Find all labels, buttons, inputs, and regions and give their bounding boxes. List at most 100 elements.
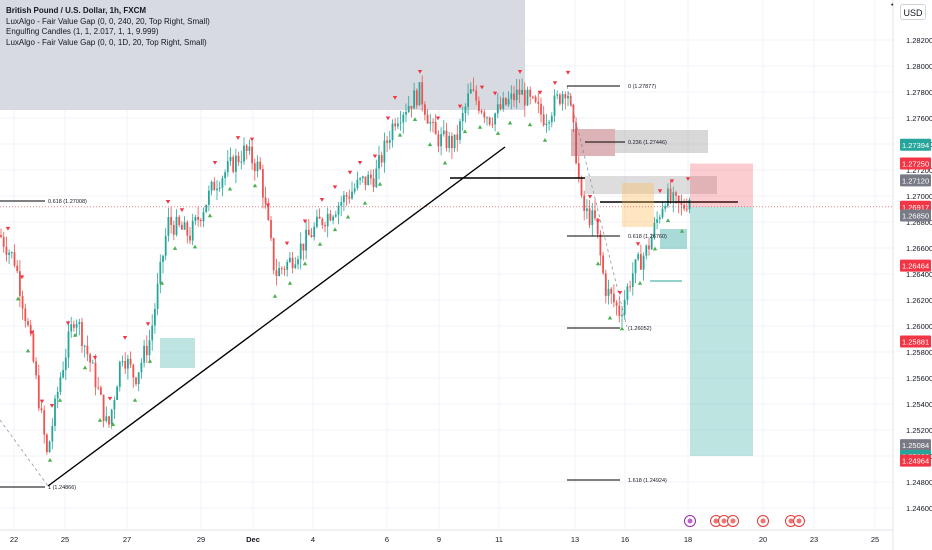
bearish-engulf-marker — [669, 179, 675, 184]
candle-body — [102, 394, 105, 422]
bullish-engulf-marker — [652, 246, 658, 251]
candle-body — [235, 155, 237, 172]
bullish-engulf-marker — [665, 218, 671, 223]
candle-body — [189, 235, 191, 241]
bearish-engulf-marker — [552, 81, 558, 86]
candle-body — [89, 354, 91, 363]
candle-body — [210, 181, 213, 191]
price-tick-label: 1.28000 — [906, 62, 932, 71]
price-badge — [900, 174, 931, 187]
candle-body — [75, 324, 78, 328]
candle-body — [680, 202, 683, 205]
settings-dot-icon[interactable]: • — [891, 2, 894, 9]
fvg-box-green — [650, 280, 682, 282]
candle-body — [205, 204, 208, 213]
candle-body — [675, 192, 677, 196]
candle-body — [194, 216, 197, 221]
candle-body — [13, 252, 16, 266]
candle-body — [10, 252, 13, 254]
bullish-engulf-marker — [427, 142, 433, 147]
candle-body — [113, 399, 116, 410]
candle-body — [135, 377, 137, 385]
time-tick-label: 6 — [385, 535, 389, 544]
bearish-engulf-marker — [29, 330, 35, 335]
fib-level-label: (1.26052) — [628, 326, 652, 332]
flag-event-icon — [721, 518, 727, 524]
candle-body — [19, 271, 21, 296]
candle-body — [302, 243, 305, 251]
candle-body — [224, 172, 226, 179]
fib-level-label: 0 (1.27877) — [628, 84, 656, 90]
indicator-fvg-1d[interactable]: LuxAlgo - Fair Value Gap (0, 0, 1D, 20, … — [6, 37, 207, 47]
candle-body — [661, 208, 664, 218]
candle-body — [594, 210, 596, 219]
candle-body — [496, 104, 499, 114]
bullish-engulf-marker — [47, 458, 53, 462]
currency-button[interactable]: USD — [900, 4, 926, 20]
bullish-engulf-marker — [507, 120, 513, 125]
candle-body — [24, 308, 27, 322]
bearish-engulf-marker — [595, 219, 601, 224]
bullish-engulf-marker — [637, 281, 643, 285]
bearish-engulf-marker — [537, 90, 543, 95]
indicator-fvg-240[interactable]: LuxAlgo - Fair Value Gap (0, 0, 240, 20,… — [6, 16, 210, 26]
candle-body — [640, 254, 642, 270]
candle-body — [370, 174, 372, 179]
candle-body — [602, 255, 604, 274]
candle-body — [27, 321, 29, 326]
candle-body — [418, 82, 421, 106]
candle-body — [97, 387, 100, 389]
flag-event-icon — [788, 518, 794, 524]
candle-body — [397, 123, 399, 127]
candle-body — [407, 105, 410, 112]
candle-body — [421, 82, 424, 105]
price-badge — [900, 157, 931, 170]
candle-body — [248, 146, 251, 151]
candle-body — [297, 259, 299, 265]
candle-body — [178, 216, 181, 225]
candle-body — [16, 265, 19, 272]
indicator-engulfing[interactable]: Engulfing Candles (1, 1, 2.017, 1, 1, 9.… — [6, 27, 159, 36]
candle-body — [240, 161, 243, 163]
candle-body — [580, 177, 583, 196]
candle-body — [172, 224, 175, 235]
candle-body — [591, 210, 594, 225]
candle-body — [199, 219, 202, 222]
candle-body — [32, 333, 35, 362]
candle-body — [283, 268, 286, 270]
candle-body — [170, 217, 172, 225]
candle-body — [561, 94, 564, 104]
candle-body — [537, 101, 540, 104]
candle-body — [286, 261, 289, 270]
candle-body — [618, 305, 621, 317]
candles-group — [0, 75, 691, 455]
candle-body — [440, 134, 442, 147]
flash-event-icon — [687, 518, 693, 524]
candle-body — [394, 123, 397, 127]
fvg-box-green — [160, 338, 195, 368]
price-badge — [900, 138, 931, 151]
candle-body — [521, 89, 523, 95]
candle-body — [8, 252, 10, 255]
bearish-engulf-marker — [517, 70, 523, 74]
time-tick-label: Dec — [246, 535, 260, 544]
candle-body — [499, 104, 502, 109]
time-tick-label: 22 — [10, 535, 18, 544]
time-tick-label: 23 — [810, 535, 818, 544]
bullish-engulf-marker — [607, 315, 613, 320]
candle-body — [162, 255, 164, 262]
candle-body — [553, 95, 556, 116]
candle-body — [213, 181, 216, 191]
bearish-engulf-marker — [492, 91, 498, 96]
candle-body — [613, 293, 615, 303]
fvg-box-orange — [622, 183, 654, 227]
bearish-engulf-marker — [435, 116, 441, 121]
bullish-engulf-marker — [412, 117, 418, 121]
price-tick-label: 1.25600 — [906, 374, 932, 383]
position-target-zone — [690, 206, 753, 456]
candle-body — [0, 235, 2, 237]
candle-body — [94, 362, 97, 388]
price-badge — [900, 454, 931, 467]
chart-legend: British Pound / U.S. Dollar, 1h, FXCM Lu… — [6, 6, 210, 48]
